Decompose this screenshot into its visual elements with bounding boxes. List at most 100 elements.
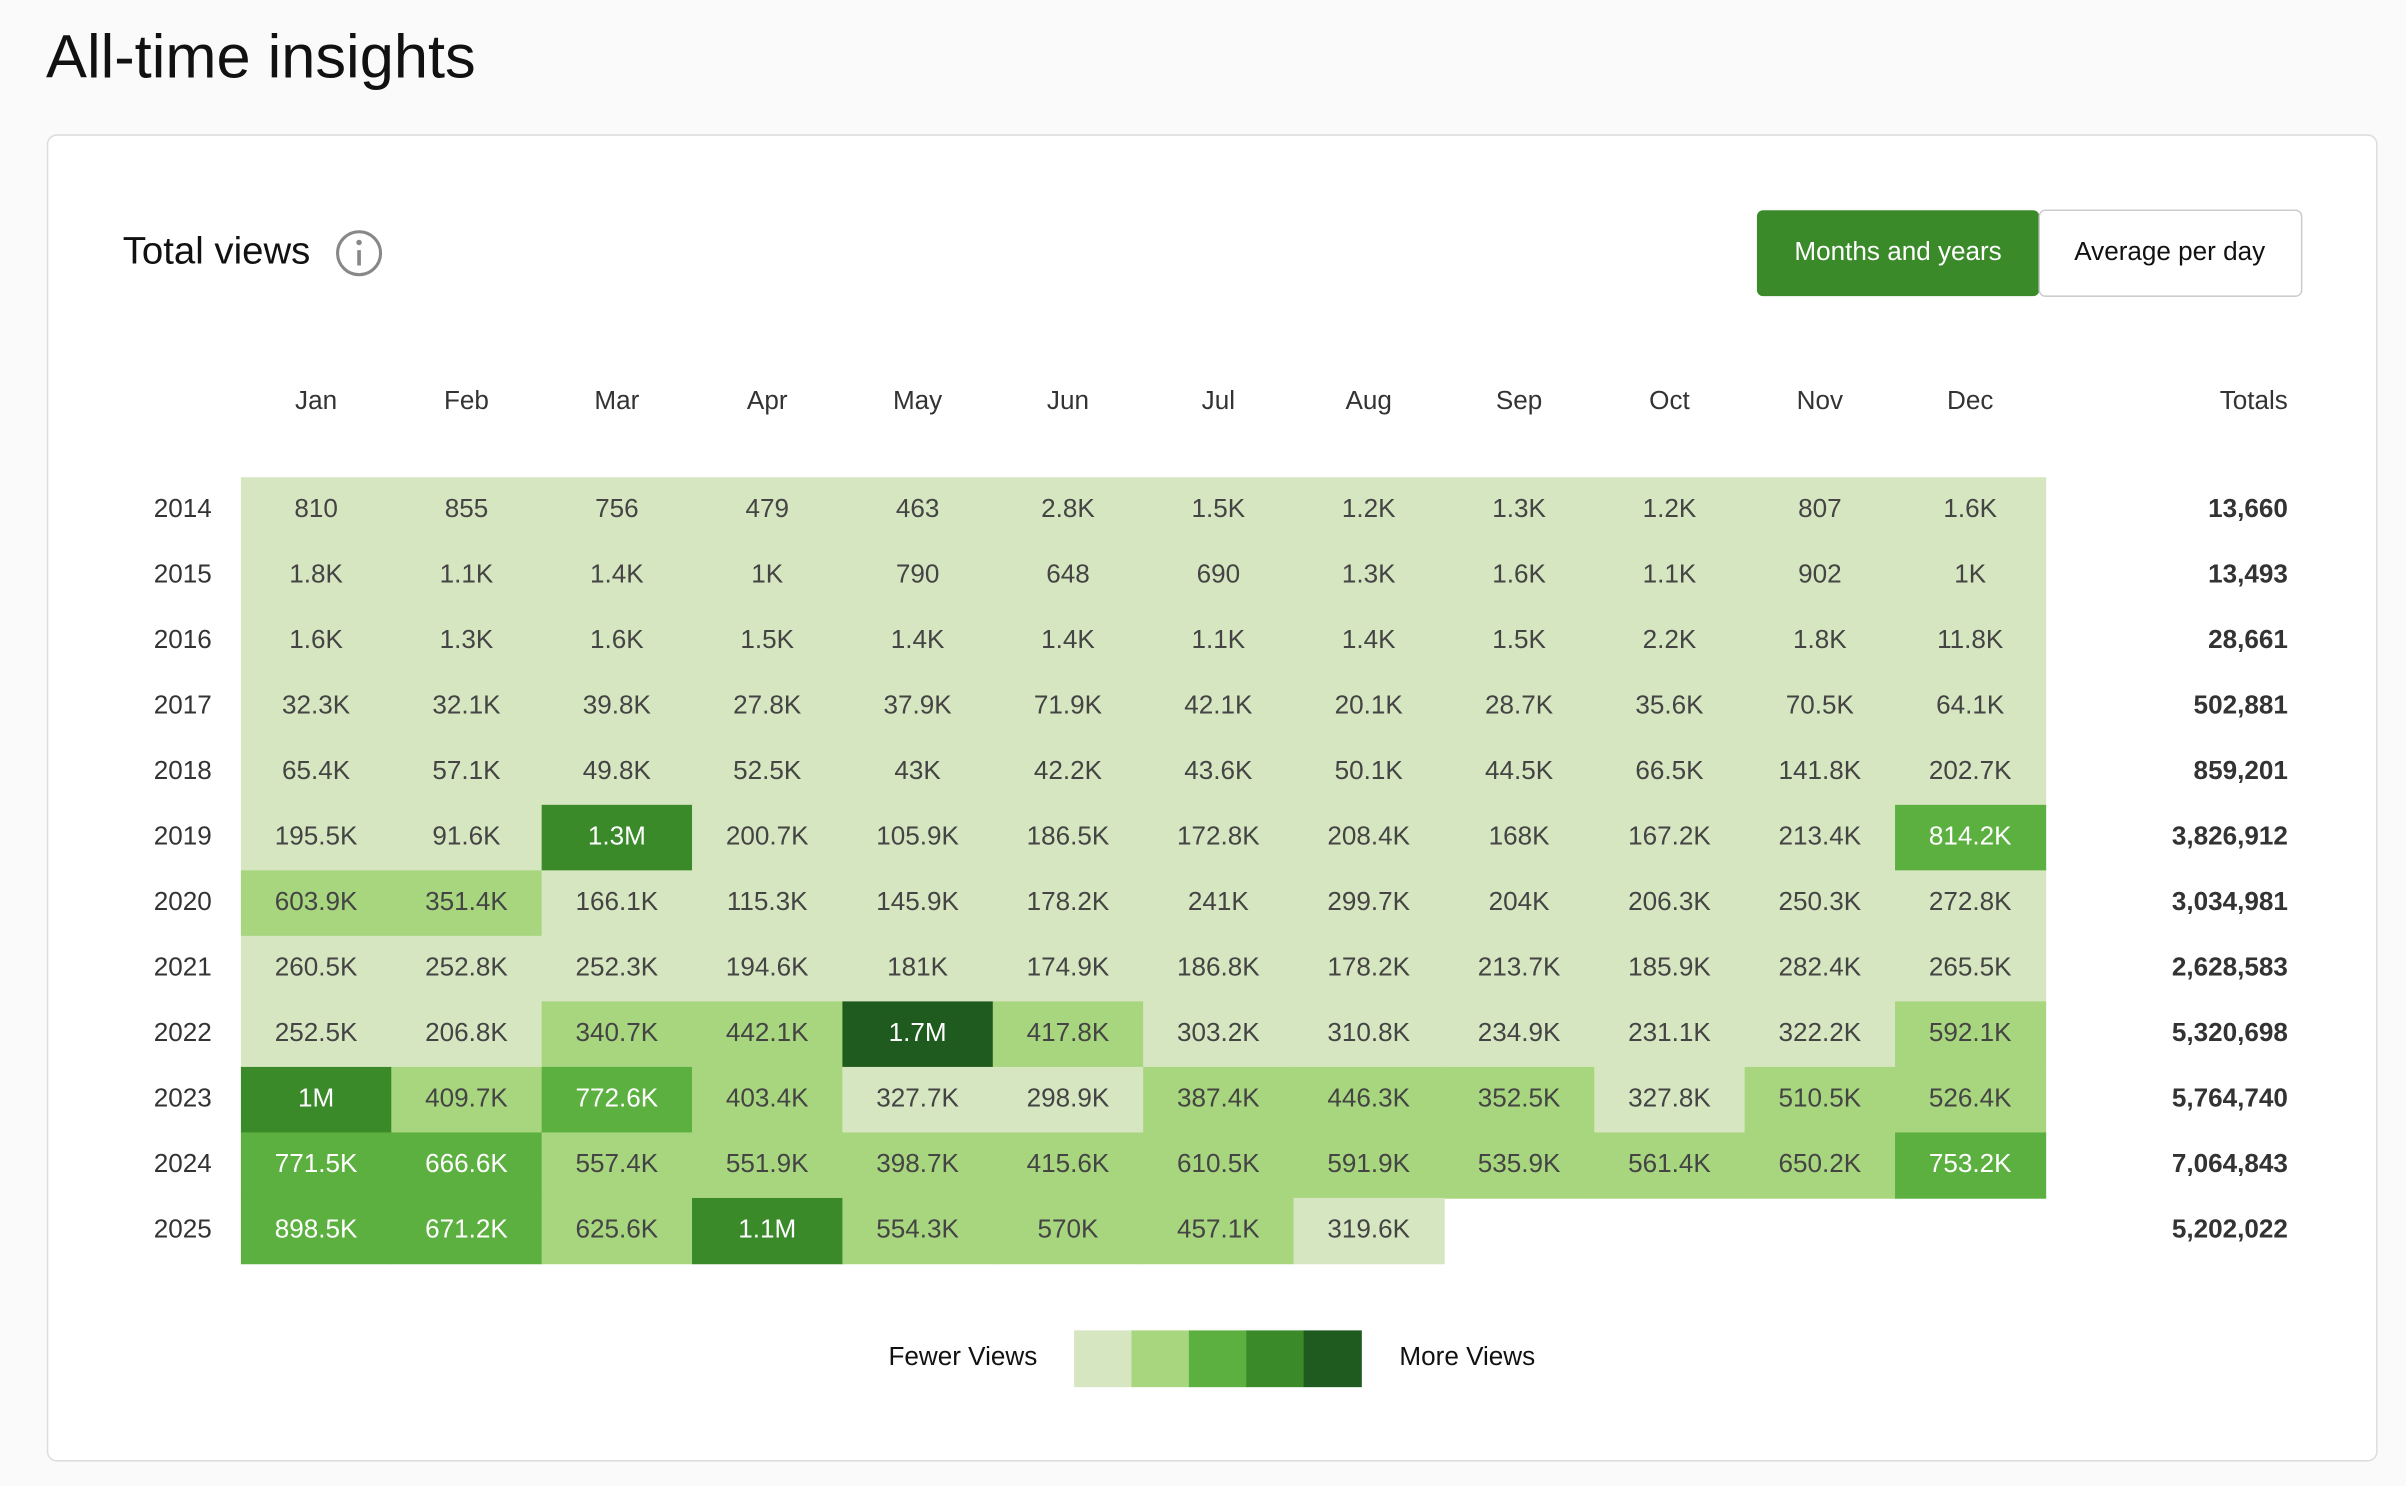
- cell-value: 591.9K: [1327, 1148, 1410, 1178]
- cell-value: 387.4K: [1177, 1083, 1260, 1113]
- heat-cell: [692, 935, 844, 1003]
- year-label: 2014: [154, 493, 212, 523]
- cell-value: 772.6K: [576, 1083, 659, 1113]
- cell-value: 463: [896, 493, 940, 523]
- cell-value: 213.4K: [1779, 820, 1862, 850]
- heat-cell: [1594, 1066, 1746, 1134]
- heat-cell: [1443, 870, 1596, 937]
- heat-cell: [391, 739, 543, 806]
- cell-value: 206.8K: [425, 1017, 508, 1047]
- heat-cell: [391, 804, 543, 872]
- legend-swatch: [1188, 1330, 1248, 1388]
- row-total: 13,493: [2208, 558, 2288, 588]
- cell-value: 340.7K: [576, 1017, 659, 1047]
- heat-cell: [1744, 673, 1896, 741]
- row-total: 502,881: [2194, 689, 2288, 719]
- cell-value: 204K: [1489, 886, 1551, 916]
- cell-value: 234.9K: [1478, 1017, 1561, 1047]
- cell-value: 213.7K: [1478, 952, 1561, 982]
- heat-cell: [1293, 870, 1445, 937]
- toggle-label[interactable]: Average per day: [2074, 236, 2265, 266]
- heat-cell: [1443, 542, 1596, 610]
- heat-cell: [240, 804, 393, 872]
- cell-value: 168K: [1489, 820, 1551, 850]
- heat-cell: [842, 935, 994, 1003]
- page-title: All-time insights: [46, 23, 476, 92]
- row-total: 3,826,912: [2172, 820, 2288, 850]
- cell-value: 200.7K: [726, 820, 809, 850]
- heat-cell: [992, 1197, 1144, 1265]
- heat-cell: [842, 1066, 994, 1134]
- cell-value: 1.5K: [1492, 624, 1546, 654]
- cell-value: 855: [445, 493, 489, 523]
- cell-value: 526.4K: [1929, 1083, 2012, 1113]
- heat-cell: [842, 608, 994, 675]
- year-label: 2016: [154, 624, 212, 654]
- cell-value: 43.6K: [1184, 755, 1253, 785]
- heat-cell: [1895, 673, 2047, 741]
- heat-cell: [1143, 1197, 1295, 1265]
- cell-value: 303.2K: [1177, 1017, 1260, 1047]
- heat-cell: [1594, 1001, 1746, 1068]
- heat-cell: [240, 739, 393, 806]
- cell-value: 1.1M: [738, 1214, 796, 1244]
- cell-value: 417.8K: [1027, 1017, 1110, 1047]
- cell-value: 39.8K: [583, 689, 652, 719]
- heat-cell: [1443, 477, 1596, 544]
- column-header: Aug: [1346, 385, 1392, 415]
- cell-value: 49.8K: [583, 755, 652, 785]
- heat-cell: [992, 542, 1144, 610]
- cell-value: 1.4K: [1342, 624, 1396, 654]
- heat-cell: [1594, 804, 1746, 872]
- cell-value: 1.6K: [1492, 558, 1546, 588]
- heat-cell: [692, 1001, 844, 1068]
- year-label: 2025: [154, 1214, 212, 1244]
- heat-cell: [1594, 477, 1746, 544]
- toggle-label[interactable]: Months and years: [1794, 236, 2001, 266]
- heat-cell: [240, 1001, 393, 1068]
- heat-cell: [240, 608, 393, 675]
- column-header: Mar: [594, 385, 639, 415]
- cell-value: 771.5K: [275, 1148, 358, 1178]
- cell-value: 1.7M: [889, 1017, 947, 1047]
- cell-value: 510.5K: [1779, 1083, 1862, 1113]
- cell-value: 1.6K: [289, 624, 343, 654]
- cell-value: 42.1K: [1184, 689, 1253, 719]
- heat-cell: [1143, 477, 1295, 544]
- cell-value: 44.5K: [1485, 755, 1554, 785]
- heat-cell: [1143, 935, 1295, 1003]
- cell-value: 1.2K: [1342, 493, 1396, 523]
- heat-cell: [391, 608, 543, 675]
- heat-cell: [1895, 935, 2047, 1003]
- heat-cell: [1293, 804, 1445, 872]
- column-header: Dec: [1947, 385, 1993, 415]
- cell-value: 1.2K: [1643, 493, 1697, 523]
- heat-cell: [692, 673, 844, 741]
- heat-cell: [1143, 673, 1295, 741]
- cell-value: 1.8K: [289, 558, 343, 588]
- heat-cell: [1293, 1001, 1445, 1068]
- heat-cell: [1143, 1066, 1295, 1134]
- cell-value: 1.3K: [1342, 558, 1396, 588]
- heat-cell: [1443, 1066, 1596, 1134]
- cell-value: 181K: [887, 952, 949, 982]
- cell-value: 570K: [1038, 1214, 1100, 1244]
- heat-cell: [842, 1001, 994, 1068]
- cell-value: 186.5K: [1027, 820, 1110, 850]
- column-header: Nov: [1797, 385, 1843, 415]
- heat-cell: [992, 1066, 1144, 1134]
- heat-cell: [240, 542, 393, 610]
- cell-value: 172.8K: [1177, 820, 1260, 850]
- info-icon[interactable]: [336, 230, 383, 277]
- heat-cell: [692, 804, 844, 872]
- toggle-button-active[interactable]: [1756, 210, 2040, 297]
- toggle-button[interactable]: [2038, 209, 2303, 297]
- heat-cell: [1744, 935, 1896, 1003]
- cell-value: 442.1K: [726, 1017, 809, 1047]
- heat-cell: [240, 870, 393, 937]
- cell-value: 603.9K: [275, 886, 358, 916]
- heat-cell: [1443, 739, 1596, 806]
- heat-cell: [541, 542, 693, 610]
- heat-cell: [992, 1001, 1144, 1068]
- cell-value: 1M: [298, 1083, 334, 1113]
